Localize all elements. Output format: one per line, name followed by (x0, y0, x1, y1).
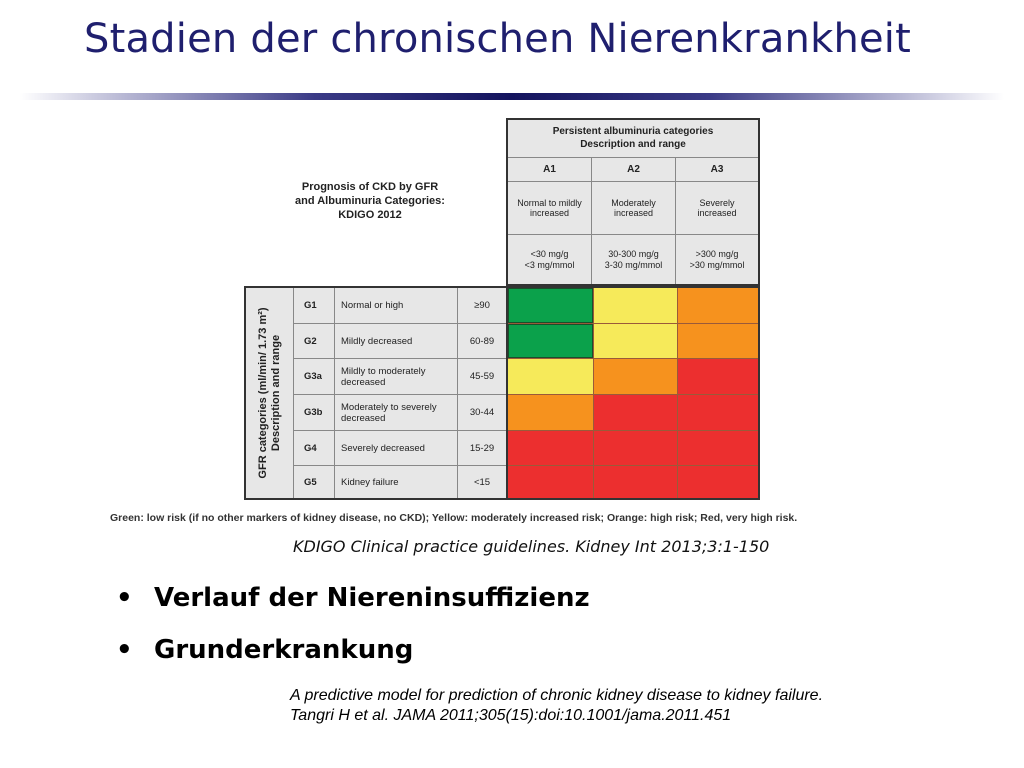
gfr-range: 15-29 (469, 442, 495, 454)
albuminuria-range: 30-300 mg/g 3-30 mg/mmol (592, 235, 675, 284)
risk-cell-red (594, 466, 678, 498)
risk-cell-orange (678, 324, 758, 359)
bullet-item: • Grunderkrankung (116, 624, 590, 676)
gfr-code: G5 (294, 466, 335, 498)
risk-cell-red (594, 395, 678, 431)
gfr-desc: Mildly decreased (335, 324, 458, 358)
risk-cell-red (678, 466, 758, 498)
gfr-code: G3b (294, 395, 335, 430)
title-divider (20, 93, 1004, 100)
bullet-list: • Verlauf der Niereninsuffizienz • Grund… (116, 572, 590, 676)
gfr-row: G3a Mildly to moderately decreased 45-59 (294, 359, 506, 395)
gfr-row: G5 Kidney failure <15 (294, 466, 506, 498)
gfr-range: 45-59 (469, 371, 495, 382)
risk-cell-green (508, 324, 594, 359)
risk-cell-red (508, 431, 594, 466)
albuminuria-range-line: >300 mg/g (695, 248, 739, 259)
gfr-desc: Severely decreased (335, 431, 458, 465)
albuminuria-description: Moderately increased (592, 182, 675, 235)
risk-cell-yellow (508, 359, 594, 395)
gfr-axis-line: Description and range (270, 334, 282, 452)
gfr-desc: Kidney failure (335, 466, 458, 498)
risk-legend: Green: low risk (if no other markers of … (110, 512, 798, 524)
albuminuria-column-a3: A3 Severely increased >300 mg/g >30 mg/mm… (676, 158, 758, 284)
figure-heading-line: KDIGO 2012 (338, 209, 402, 221)
albuminuria-code: A2 (592, 158, 675, 182)
figure-heading: Prognosis of CKD by GFR and Albuminuria … (278, 180, 462, 222)
risk-cell-orange (678, 288, 758, 324)
figure-heading-line: and Albuminuria Categories: (295, 195, 445, 207)
risk-cell-orange (594, 359, 678, 395)
albuminuria-header-line: Description and range (580, 139, 686, 150)
albuminuria-range-line: 3-30 mg/mmol (604, 259, 663, 270)
citation-tangri-line: A predictive model for prediction of chr… (290, 687, 824, 704)
citation-kdigo: KDIGO Clinical practice guidelines. Kidn… (293, 537, 770, 556)
albuminuria-categories: Persistent albuminuria categories Descri… (506, 118, 760, 286)
gfr-desc: Normal or high (335, 288, 458, 323)
gfr-range: 60-89 (469, 335, 495, 347)
albuminuria-code: A1 (508, 158, 591, 182)
citation-tangri: A predictive model for prediction of chr… (290, 686, 823, 726)
risk-cell-yellow (594, 324, 678, 359)
albuminuria-header: Persistent albuminuria categories Descri… (508, 120, 758, 158)
gfr-desc: Moderately to severely decreased (335, 395, 458, 430)
gfr-range: 30-44 (469, 407, 495, 418)
risk-grid (508, 286, 760, 500)
gfr-range: <15 (473, 476, 491, 488)
gfr-categories: GFR categories (ml/min/ 1.73 m²) Descrip… (244, 286, 508, 500)
gfr-code: G4 (294, 431, 335, 465)
albuminuria-range: <30 mg/g <3 mg/mmol (508, 235, 591, 284)
gfr-axis-label: GFR categories (ml/min/ 1.73 m²) Descrip… (246, 288, 294, 498)
albuminuria-range-line: >30 mg/mmol (689, 259, 745, 270)
gfr-axis-text: GFR categories (ml/min/ 1.73 m²) Descrip… (257, 288, 283, 498)
bullet-dot-icon: • (116, 583, 133, 613)
bullet-item: • Verlauf der Niereninsuffizienz (116, 572, 590, 624)
gfr-code: G1 (294, 288, 335, 323)
risk-cell-red (678, 431, 758, 466)
risk-cell-red (508, 466, 594, 498)
albuminuria-range-line: 30-300 mg/g (608, 248, 659, 259)
risk-cell-red (678, 359, 758, 395)
albuminuria-header-line: Persistent albuminuria categories (552, 126, 714, 137)
gfr-range: ≥90 (474, 300, 490, 311)
albuminuria-range-line: <30 mg/g (530, 248, 569, 259)
risk-cell-green (508, 288, 594, 324)
bullet-dot-icon: • (116, 635, 133, 665)
albuminuria-column-a1: A1 Normal to mildly increased <30 mg/g <3… (508, 158, 592, 284)
risk-cell-yellow (594, 288, 678, 324)
risk-cell-orange (508, 395, 594, 431)
slide-title: Stadien der chronischen Nierenkrankheit (84, 16, 911, 62)
gfr-row: G3b Moderately to severely decreased 30-44 (294, 395, 506, 431)
risk-cell-red (678, 395, 758, 431)
gfr-code: G3a (294, 359, 335, 394)
gfr-row: G1 Normal or high ≥90 (294, 288, 506, 324)
gfr-axis-line: GFR categories (ml/min/ 1.73 m²) (257, 307, 269, 479)
bullet-text: Grunderkrankung (154, 635, 414, 665)
albuminuria-column-a2: A2 Moderately increased 30-300 mg/g 3-30 … (592, 158, 676, 284)
gfr-desc: Mildly to moderately decreased (335, 359, 458, 394)
albuminuria-code: A3 (676, 158, 758, 182)
gfr-code: G2 (294, 324, 335, 358)
albuminuria-description: Severely increased (676, 182, 758, 235)
gfr-row: G2 Mildly decreased 60-89 (294, 324, 506, 359)
albuminuria-description: Normal to mildly increased (508, 182, 591, 235)
citation-tangri-line: Tangri H et al. JAMA 2011;305(15):doi:10… (290, 707, 732, 724)
figure-heading-line: Prognosis of CKD by GFR (301, 181, 439, 193)
bullet-text: Verlauf der Niereninsuffizienz (154, 583, 590, 613)
gfr-row: G4 Severely decreased 15-29 (294, 431, 506, 466)
albuminuria-range-line: <3 mg/mmol (524, 259, 575, 270)
albuminuria-range: >300 mg/g >30 mg/mmol (676, 235, 758, 284)
risk-cell-red (594, 431, 678, 466)
